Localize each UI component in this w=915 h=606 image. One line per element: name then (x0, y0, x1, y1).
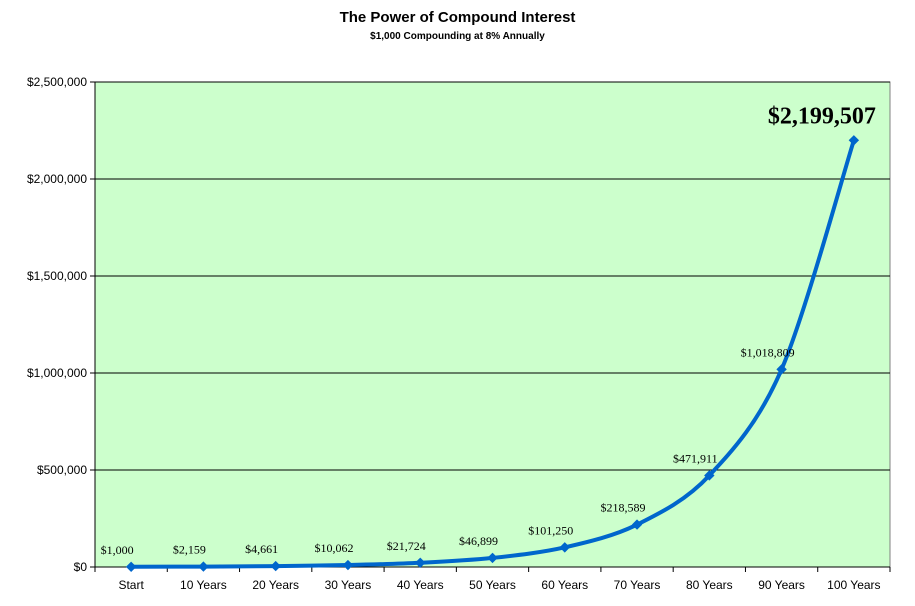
chart-subtitle: $1,000 Compounding at 8% Annually (370, 31, 545, 42)
x-tick-label: 70 Years (614, 578, 661, 592)
data-label: $218,589 (601, 501, 646, 515)
data-label: $21,724 (387, 539, 426, 553)
x-tick-label: 100 Years (827, 578, 880, 592)
data-label: $1,018,809 (741, 345, 795, 359)
x-tick-label: 90 Years (758, 578, 805, 592)
y-tick-label: $2,000,000 (27, 172, 87, 186)
y-tick-label: $2,500,000 (27, 75, 87, 89)
series-line (131, 139, 856, 569)
x-tick-label: 60 Years (541, 578, 588, 592)
chart-title: The Power of Compound Interest (339, 9, 576, 26)
x-tick-label: 20 Years (252, 578, 299, 592)
y-tick-label: $500,000 (37, 463, 87, 477)
data-point-marker (559, 542, 570, 553)
data-point-marker (487, 552, 498, 564)
data-label: $4,661 (245, 542, 278, 556)
data-point-marker (848, 135, 860, 146)
x-tick-label: 10 Years (180, 578, 227, 592)
data-point-marker (125, 561, 137, 573)
data-label: $1,000 (101, 543, 134, 557)
y-tick-label: $1,000,000 (27, 366, 87, 380)
data-point-marker (415, 557, 426, 568)
x-tick-label: 80 Years (686, 578, 733, 592)
data-point-marker (270, 560, 281, 572)
data-point-marker (704, 470, 715, 481)
data-point-marker (198, 561, 209, 572)
y-tick-label: $0 (74, 560, 88, 574)
data-label: $2,199,507 (768, 103, 876, 129)
x-tick-label: 30 Years (325, 578, 372, 592)
plot-area (94, 81, 891, 568)
data-label: $471,911 (673, 451, 718, 465)
data-point-marker (776, 364, 787, 375)
data-point-marker (342, 559, 354, 571)
data-label: $101,250 (528, 523, 573, 537)
data-label: $10,062 (314, 541, 353, 555)
x-tick-label: 50 Years (469, 578, 516, 592)
data-point-marker (631, 519, 643, 530)
x-tick-label: Start (118, 578, 144, 592)
data-label: $46,899 (459, 534, 498, 548)
y-tick-label: $1,500,000 (27, 269, 87, 283)
x-tick-label: 40 Years (397, 578, 444, 592)
data-label: $2,159 (173, 543, 206, 557)
